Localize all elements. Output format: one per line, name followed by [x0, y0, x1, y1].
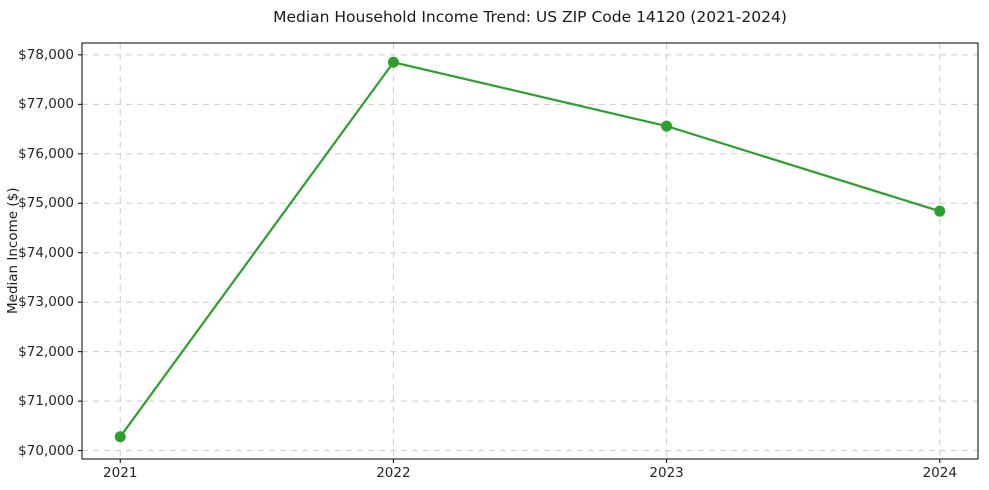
x-tick-label: 2022 [376, 465, 411, 481]
x-tick-label: 2024 [922, 465, 957, 481]
data-point-marker [934, 205, 946, 217]
y-tick-label: $73,000 [18, 294, 74, 311]
x-tick-label: 2023 [649, 465, 684, 481]
plot-border [81, 42, 979, 460]
y-tick-label: $77,000 [18, 96, 74, 113]
data-point-marker [661, 120, 673, 132]
x-tick-label: 2021 [103, 465, 138, 481]
data-point-marker [387, 56, 399, 68]
y-tick-label: $75,000 [18, 195, 74, 212]
y-tick-label: $78,000 [18, 46, 74, 63]
y-tick-label: $71,000 [18, 393, 74, 410]
y-tick-label: $70,000 [18, 442, 74, 459]
y-tick-label: $74,000 [18, 244, 74, 261]
trend-line [119, 61, 941, 438]
y-tick-label: $72,000 [18, 343, 74, 360]
y-tick-label: $76,000 [18, 145, 74, 162]
data-point-marker [114, 431, 126, 443]
chart-title: Median Household Income Trend: US ZIP Co… [273, 8, 787, 26]
